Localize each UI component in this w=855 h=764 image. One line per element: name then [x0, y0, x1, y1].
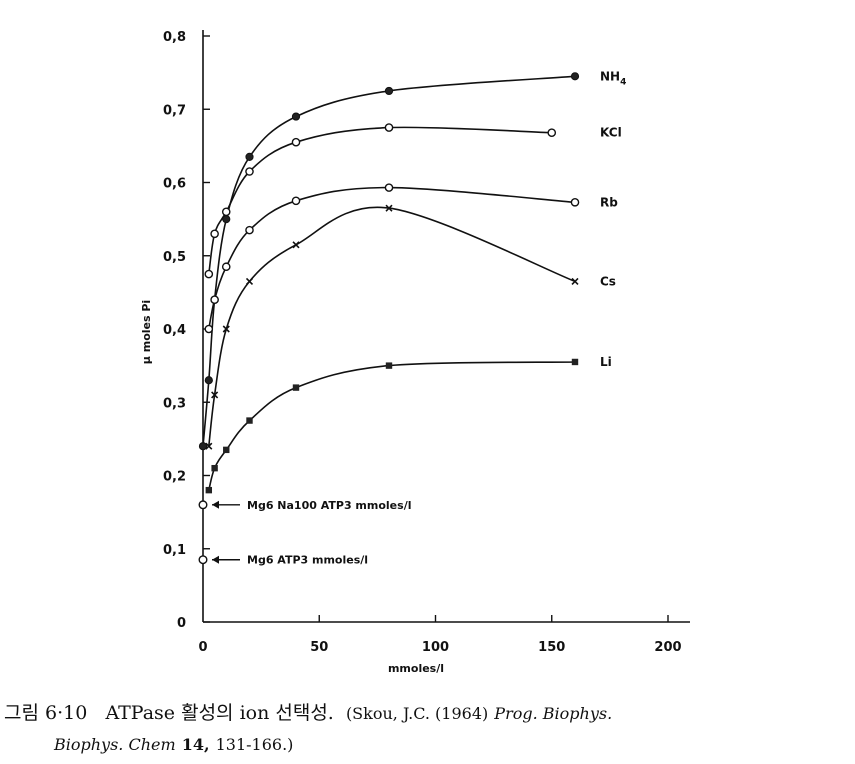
data-point-li	[211, 464, 218, 472]
caption-ref-prefix: (Skou, J.C. (1964)	[345, 704, 489, 723]
caption-journal-2: Biophys. Chem	[54, 735, 176, 754]
y-tick-label: 0,1	[163, 543, 186, 558]
caption-volume: 14,	[181, 735, 210, 754]
annotation-point	[198, 500, 208, 510]
x-tick-label: 50	[310, 640, 328, 655]
series-markers	[198, 72, 580, 494]
data-point-kcl	[204, 269, 214, 279]
caption-journal-1: Prog. Biophys.	[494, 704, 613, 723]
series-line-nh4	[202, 75, 576, 447]
data-point-cs	[222, 325, 230, 333]
series-line-cs	[208, 206, 576, 447]
data-point-li	[292, 384, 300, 391]
data-point-kcl	[210, 229, 219, 239]
x-tick-label: 200	[654, 640, 681, 655]
y-tick-label: 0	[177, 616, 186, 631]
series-labels: NH4 KCl Rb Cs Li	[600, 69, 626, 369]
x-axis-label: mmoles/l	[388, 662, 444, 675]
annotation-point	[198, 555, 208, 565]
annotation-arrowhead	[212, 500, 219, 509]
caption-label: 그림 6·10	[4, 702, 88, 724]
x-tick-label: 100	[422, 640, 449, 655]
figure-caption: 그림 6·10 ATPase 활성의 ion 선택성. (Skou, J.C. …	[4, 698, 852, 760]
data-point-cs	[205, 442, 213, 450]
data-point-nh4	[245, 152, 254, 161]
y-tick-label: 0,4	[163, 323, 186, 338]
data-point-kcl	[291, 137, 301, 147]
data-point-rb	[570, 197, 580, 207]
y-axis-label: μ moles Pi	[140, 300, 153, 364]
data-point-nh4	[291, 112, 301, 121]
series-label-subscript: 4	[620, 77, 626, 87]
data-point-kcl	[245, 167, 254, 176]
caption-line-2: Biophys. Chem 14, 131-166.)	[4, 729, 852, 760]
data-point-kcl	[547, 128, 557, 137]
data-point-kcl	[384, 123, 394, 132]
data-point-cs	[292, 241, 300, 249]
annotations: Mg6 Na100 ATP3 mmoles/l Mg6 ATP3 mmoles/l	[198, 499, 411, 567]
caption-title: ATPase 활성의 ion 선택성.	[105, 702, 334, 724]
data-point-li	[246, 417, 253, 424]
data-point-rb	[210, 295, 219, 305]
data-point-nh4	[204, 376, 213, 385]
y-tick-label: 0,6	[163, 177, 186, 192]
series-line-kcl	[208, 126, 552, 275]
annotation-label: Mg6 Na100 ATP3 mmoles/l	[247, 499, 411, 512]
data-point-rb	[245, 225, 254, 235]
series-line-li	[208, 361, 576, 491]
data-point-li	[205, 486, 213, 494]
y-tick-label: 0,5	[163, 250, 186, 265]
data-point-nh4	[222, 215, 231, 224]
x-tick-label: 0	[198, 640, 207, 655]
data-point-rb	[384, 183, 394, 192]
series-label-li: Li	[600, 355, 612, 369]
data-point-rb	[221, 262, 231, 272]
annotation-arrowhead	[212, 555, 219, 564]
data-point-cs	[385, 204, 393, 212]
data-point-nh4	[570, 72, 580, 81]
data-point-cs	[571, 277, 579, 285]
data-point-rb	[291, 196, 301, 206]
series-curves	[202, 75, 576, 491]
caption-pages: 131-166.)	[215, 735, 294, 754]
series-label-cs: Cs	[600, 274, 616, 288]
series-label-main: NH	[600, 69, 620, 83]
data-point-li	[385, 362, 393, 369]
y-tick-label: 0,8	[163, 30, 186, 45]
data-point-nh4	[198, 442, 208, 451]
data-point-kcl	[221, 207, 231, 217]
y-tick-label: 0,2	[163, 470, 186, 485]
data-point-rb	[204, 324, 214, 334]
data-point-nh4	[384, 86, 394, 96]
chart: 0 50 100 150 200 0 0,1 0,2 0,3 0,4 0,5 0,6 0,7 0,8 mmo…	[140, 30, 690, 675]
series-label-rb: Rb	[600, 195, 618, 209]
caption-line-1: 그림 6·10 ATPase 활성의 ion 선택성. (Skou, J.C. …	[4, 698, 852, 729]
x-tick-label: 150	[538, 640, 565, 655]
y-tick-label: 0,7	[163, 103, 186, 118]
data-point-li	[223, 446, 230, 454]
data-point-cs	[245, 277, 254, 285]
series-label-kcl: KCl	[600, 126, 622, 140]
y-tick-label: 0,3	[163, 396, 186, 411]
series-label-nh4: NH4	[600, 69, 626, 87]
annotation-label: Mg6 ATP3 mmoles/l	[247, 554, 368, 567]
data-point-cs	[211, 391, 219, 399]
data-point-li	[571, 358, 579, 366]
